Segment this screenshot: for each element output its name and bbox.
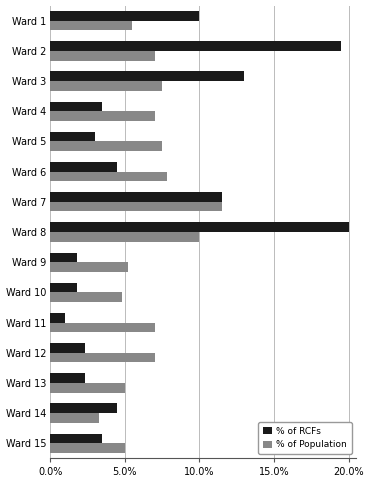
Bar xyxy=(50,132,95,142)
Bar xyxy=(50,323,155,332)
Bar xyxy=(50,222,349,232)
Bar xyxy=(50,171,166,181)
Bar xyxy=(50,51,155,60)
Bar xyxy=(50,192,222,202)
Bar xyxy=(50,142,162,151)
Bar xyxy=(50,162,117,171)
Bar xyxy=(50,253,77,262)
Bar xyxy=(50,81,162,91)
Bar xyxy=(50,71,244,81)
Bar xyxy=(50,403,117,413)
Bar xyxy=(50,283,77,292)
Bar xyxy=(50,413,100,423)
Bar xyxy=(50,202,222,212)
Bar xyxy=(50,434,102,443)
Bar xyxy=(50,383,125,393)
Bar xyxy=(50,292,122,302)
Bar xyxy=(50,111,155,121)
Bar xyxy=(50,101,102,111)
Bar xyxy=(50,443,125,453)
Bar xyxy=(50,11,199,21)
Bar xyxy=(50,343,84,353)
Bar xyxy=(50,373,84,383)
Legend: % of RCFs, % of Population: % of RCFs, % of Population xyxy=(258,422,352,454)
Bar xyxy=(50,313,65,323)
Bar xyxy=(50,21,132,30)
Bar xyxy=(50,41,341,51)
Bar xyxy=(50,232,199,242)
Bar xyxy=(50,262,128,272)
Bar xyxy=(50,353,155,362)
